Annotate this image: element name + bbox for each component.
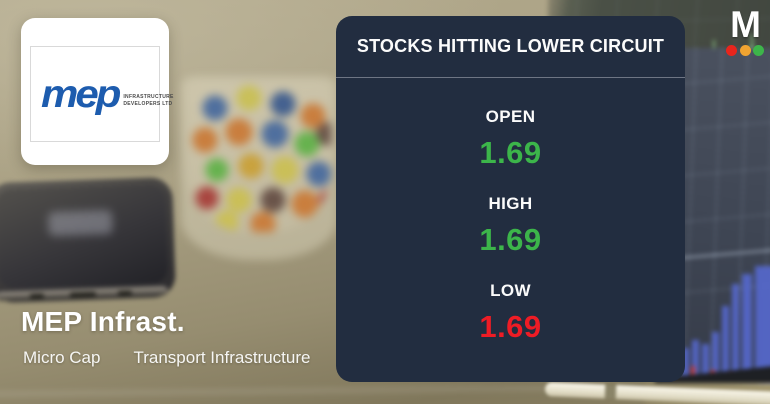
mep-logo-text: mep bbox=[41, 71, 121, 116]
stats-panel: STOCKS HITTING LOWER CIRCUIT OPEN 1.69 H… bbox=[336, 16, 685, 382]
smartphone-clock-glow bbox=[48, 209, 113, 237]
company-tags: Micro Cap Transport Infrastructure bbox=[23, 348, 310, 368]
publisher-logo: M bbox=[724, 6, 766, 56]
smartphone-port bbox=[117, 290, 132, 296]
green-dot-icon bbox=[753, 45, 764, 56]
mep-logo-subtext: INFRASTRUCTURE DEVELOPERS LTD bbox=[123, 94, 174, 107]
smartphone bbox=[0, 176, 177, 304]
red-dot-icon bbox=[726, 45, 737, 56]
stat-low-value: 1.69 bbox=[479, 309, 542, 344]
stat-open-value: 1.69 bbox=[479, 135, 542, 170]
stat-open: OPEN 1.69 bbox=[479, 107, 541, 171]
company-name: MEP Infrast. bbox=[21, 306, 185, 337]
monitor-chart-background bbox=[680, 48, 770, 388]
sector-tag: Transport Infrastructure bbox=[133, 348, 311, 367]
stat-high: HIGH 1.69 bbox=[479, 194, 541, 258]
stat-high-label: HIGH bbox=[488, 194, 533, 213]
stat-low: LOW 1.69 bbox=[479, 281, 541, 345]
publisher-logo-letter: M bbox=[730, 4, 761, 45]
smartphone-screen bbox=[0, 184, 169, 289]
market-cap-tag: Micro Cap bbox=[23, 348, 101, 367]
candy-jar bbox=[181, 76, 337, 260]
publisher-logo-dots bbox=[724, 45, 766, 56]
company-logo: mep INFRASTRUCTURE DEVELOPERS LTD bbox=[30, 46, 173, 142]
candies bbox=[187, 82, 331, 232]
company-logo-card: mep INFRASTRUCTURE DEVELOPERS LTD bbox=[21, 18, 173, 165]
smartphone-port bbox=[29, 293, 45, 299]
panel-title: STOCKS HITTING LOWER CIRCUIT bbox=[356, 36, 665, 56]
smartphone-port bbox=[69, 291, 96, 298]
stats-list: OPEN 1.69 HIGH 1.69 LOW 1.69 bbox=[336, 78, 685, 382]
stat-low-label: LOW bbox=[490, 281, 531, 300]
stat-open-label: OPEN bbox=[485, 107, 536, 126]
panel-divider bbox=[336, 77, 685, 78]
company-info: MEP Infrast. Micro Cap Transport Infrast… bbox=[21, 306, 310, 368]
pen-band bbox=[604, 384, 617, 400]
orange-dot-icon bbox=[739, 45, 751, 56]
stat-high-value: 1.69 bbox=[479, 222, 542, 257]
